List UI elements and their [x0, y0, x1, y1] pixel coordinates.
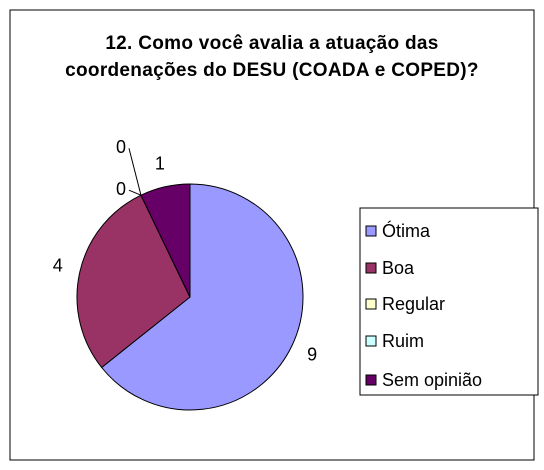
- data-label: 4: [53, 256, 63, 276]
- data-label: 1: [155, 154, 165, 174]
- leader-line: [128, 148, 142, 196]
- legend-label: Ótima: [382, 220, 431, 241]
- legend-swatch: [365, 374, 377, 386]
- legend-swatch: [365, 262, 377, 274]
- legend-box: [359, 207, 539, 396]
- legend-swatch: [365, 225, 377, 237]
- pie-slice: [76, 194, 191, 369]
- legend-label: Ruim: [382, 331, 424, 351]
- legend-label: Boa: [382, 258, 415, 278]
- data-label: 0: [116, 137, 126, 157]
- pie-slice: [140, 183, 191, 298]
- chart-title: 12. Como você avalia a atuação das coord…: [65, 33, 479, 81]
- pie-slice: [100, 183, 304, 411]
- data-label: 0: [116, 179, 126, 199]
- legend-label: Regular: [382, 294, 445, 314]
- legend-swatch: [365, 298, 377, 310]
- data-label: 9: [307, 345, 317, 365]
- leader-line: [128, 189, 142, 196]
- legend-label: Sem opinião: [382, 370, 482, 390]
- legend-swatch: [365, 335, 377, 347]
